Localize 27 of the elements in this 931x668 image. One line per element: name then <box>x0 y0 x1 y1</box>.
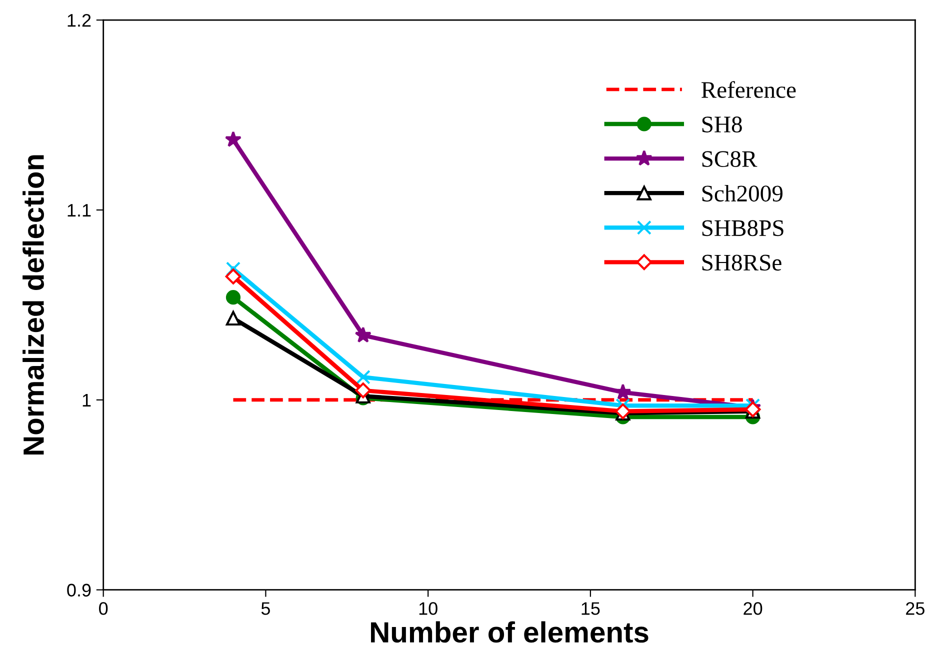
y-tick-label: 1.2 <box>68 14 91 27</box>
point <box>226 310 241 326</box>
point <box>356 370 370 384</box>
legend-label: SH8 <box>702 116 742 132</box>
x-tick-label: 25 <box>906 602 924 615</box>
legend-label: SC8R <box>702 151 758 168</box>
point <box>225 268 242 284</box>
legend-label: Sch2009 <box>702 184 782 202</box>
y-tick-label: 1 <box>82 394 91 406</box>
x-tick-label: 15 <box>582 602 600 615</box>
point <box>614 384 632 400</box>
point <box>355 382 372 398</box>
x-tick-label: 5 <box>261 602 270 615</box>
x-axis-title: Number of elements <box>371 621 648 643</box>
x-tick-label: 0 <box>99 602 108 615</box>
x-tick-label: 10 <box>419 602 438 615</box>
point <box>354 326 372 343</box>
point <box>226 262 241 276</box>
legend-label: SHB8PS <box>702 220 784 236</box>
y-axis-title: Normalized deflection <box>22 155 44 455</box>
legend-label: SH8RSe <box>702 254 782 271</box>
y-tick-label: 1.1 <box>68 204 91 217</box>
point <box>224 131 242 147</box>
x-tick-label: 20 <box>744 602 762 615</box>
y-tick-label: 0.9 <box>67 584 91 597</box>
point <box>226 290 241 305</box>
legend-label: Reference <box>702 81 796 98</box>
